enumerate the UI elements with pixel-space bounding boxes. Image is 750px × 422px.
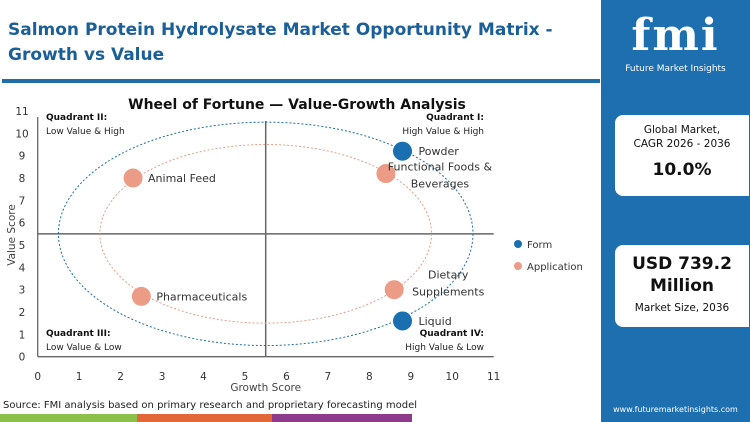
market-size-label: Market Size, 2036 (634, 302, 730, 314)
y-tick-label: 3 (19, 285, 26, 297)
point-label: Powder (419, 145, 460, 158)
footer-bar-orange (137, 414, 272, 422)
cagr-value: 10.0% (652, 160, 712, 180)
x-tick-label: 9 (407, 371, 414, 383)
point-label: Beverages (411, 178, 470, 191)
y-tick-label: 9 (19, 151, 26, 163)
quadrant-title: Quadrant II: (46, 113, 107, 123)
logo-text: fmi (631, 10, 720, 61)
footer-bar-purple (272, 414, 412, 422)
point-label: Animal Feed (148, 172, 216, 185)
y-tick-label: 11 (15, 106, 28, 118)
quadrant-subtitle: Low Value & Low (46, 343, 122, 353)
legend-marker (514, 240, 522, 248)
y-axis-label: Value Score (6, 204, 18, 266)
y-tick-label: 0 (19, 352, 26, 364)
x-tick-label: 7 (325, 371, 332, 383)
x-tick-label: 4 (200, 371, 207, 383)
scatter-chart: Wheel of Fortune — Value-Growth Analysis… (6, 97, 583, 394)
y-tick-label: 6 (19, 218, 26, 230)
cagr-label-1: Global Market, (643, 124, 721, 136)
x-tick-label: 3 (159, 371, 166, 383)
y-tick-label: 7 (19, 195, 26, 207)
data-point (123, 168, 143, 188)
quadrant-title: Quadrant I: (426, 113, 484, 123)
market-size-card: USD 739.2 Million Market Size, 2036 (615, 245, 749, 327)
x-tick-label: 2 (117, 371, 124, 383)
page-title: Salmon Protein Hydrolysate Market Opport… (8, 20, 553, 65)
x-tick-label: 11 (487, 371, 500, 383)
title-divider (2, 79, 600, 83)
quadrant-subtitle: High Value & High (402, 127, 484, 137)
legend-label: Application (527, 262, 583, 273)
point-label: Pharmaceuticals (156, 290, 247, 303)
cagr-card: Global Market, CAGR 2026 - 2036 10.0% (615, 115, 749, 196)
y-tick-label: 5 (19, 240, 26, 252)
website-link[interactable]: www.futuremarketinsights.com (613, 405, 738, 414)
y-tick-label: 4 (19, 262, 26, 274)
data-point (393, 311, 412, 331)
x-tick-label: 5 (242, 371, 249, 383)
y-tick-label: 1 (19, 329, 26, 341)
ring-form (57, 121, 474, 347)
x-tick-label: 6 (283, 371, 290, 383)
y-tick-label: 8 (19, 173, 26, 185)
footer-bar-green (0, 414, 137, 422)
point-label: Functional Foods & (388, 161, 493, 174)
point-label: Dietary (428, 269, 469, 282)
x-tick-label: 10 (446, 371, 459, 383)
cagr-label-2: CAGR 2026 - 2036 (633, 138, 731, 150)
market-size-unit: Million (649, 276, 714, 296)
quadrant-title: Quadrant III: (46, 329, 111, 339)
legend-label: Form (527, 240, 552, 251)
quadrant-subtitle: Low Value & High (46, 127, 125, 137)
x-tick-label: 0 (34, 371, 41, 383)
fmi-logo: fmi Future Market Insights (601, 8, 750, 74)
legend-marker (514, 262, 522, 270)
data-point (384, 280, 404, 300)
point-label: Supplements (412, 286, 485, 299)
ring-application (99, 144, 433, 324)
market-size-value: USD 739.2 (632, 254, 732, 274)
y-tick-label: 2 (19, 307, 26, 319)
sidebar: fmi Future Market Insights Global Market… (601, 0, 750, 422)
x-tick-label: 8 (366, 371, 373, 383)
point-label: Liquid (419, 315, 452, 328)
data-point (131, 286, 151, 306)
quadrant-subtitle: High Value & Low (405, 343, 484, 353)
data-point (376, 164, 396, 184)
data-point (393, 141, 412, 161)
y-tick-label: 10 (15, 128, 28, 140)
quadrant-title: Quadrant IV: (420, 329, 484, 339)
logo-subtitle: Future Market Insights (625, 64, 726, 74)
x-tick-label: 1 (76, 371, 83, 383)
chart-title: Wheel of Fortune — Value-Growth Analysis (128, 97, 466, 113)
source-note: Source: FMI analysis based on primary re… (3, 400, 418, 411)
x-axis-label: Growth Score (230, 382, 301, 394)
